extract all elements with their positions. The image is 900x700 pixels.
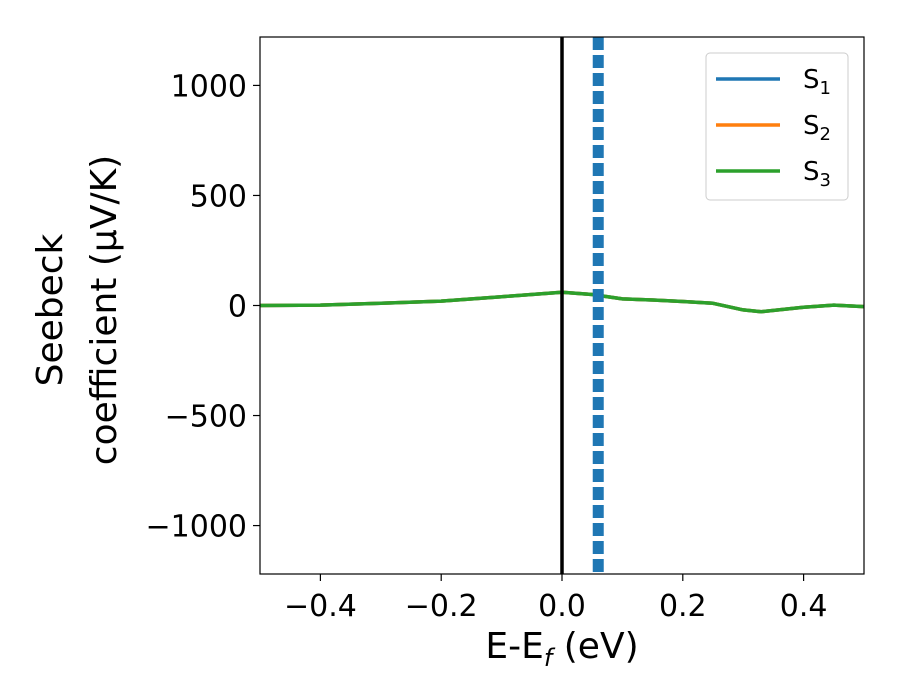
x-axis-ticks: −0.4 −0.2 0.0 0.2 0.4 bbox=[284, 574, 827, 624]
x-tick-label: 0.0 bbox=[538, 589, 586, 624]
x-axis-label: E-Ef (eV) bbox=[485, 626, 638, 672]
plot-area bbox=[259, 37, 865, 574]
y-tick-label: 1000 bbox=[171, 69, 247, 104]
y-axis-label: Seebeck coefficient (μV/K) bbox=[30, 155, 125, 465]
x-tick-label: −0.4 bbox=[284, 589, 357, 624]
series-line-3 bbox=[259, 290, 865, 314]
x-axis-label-unit: (eV) bbox=[552, 626, 638, 667]
legend-label-3: S3 bbox=[803, 157, 831, 191]
legend-label-1: S1 bbox=[803, 65, 831, 99]
y-axis-label-line2: coefficient (μV/K) bbox=[84, 155, 125, 465]
x-tick-label: −0.2 bbox=[405, 589, 478, 624]
x-tick-label: 0.2 bbox=[659, 589, 707, 624]
y-tick-label: 500 bbox=[190, 179, 247, 214]
legend-label-2: S2 bbox=[803, 111, 831, 145]
y-tick-label: −1000 bbox=[146, 510, 247, 545]
y-axis-label-line1: Seebeck bbox=[30, 233, 71, 386]
y-tick-label: 0 bbox=[228, 290, 247, 325]
legend: S1 S2 S3 bbox=[705, 52, 849, 201]
y-tick-label: −500 bbox=[165, 400, 247, 435]
x-tick-label: 0.4 bbox=[780, 589, 828, 624]
y-axis-ticks: −1000 −500 0 500 1000 bbox=[146, 69, 260, 545]
